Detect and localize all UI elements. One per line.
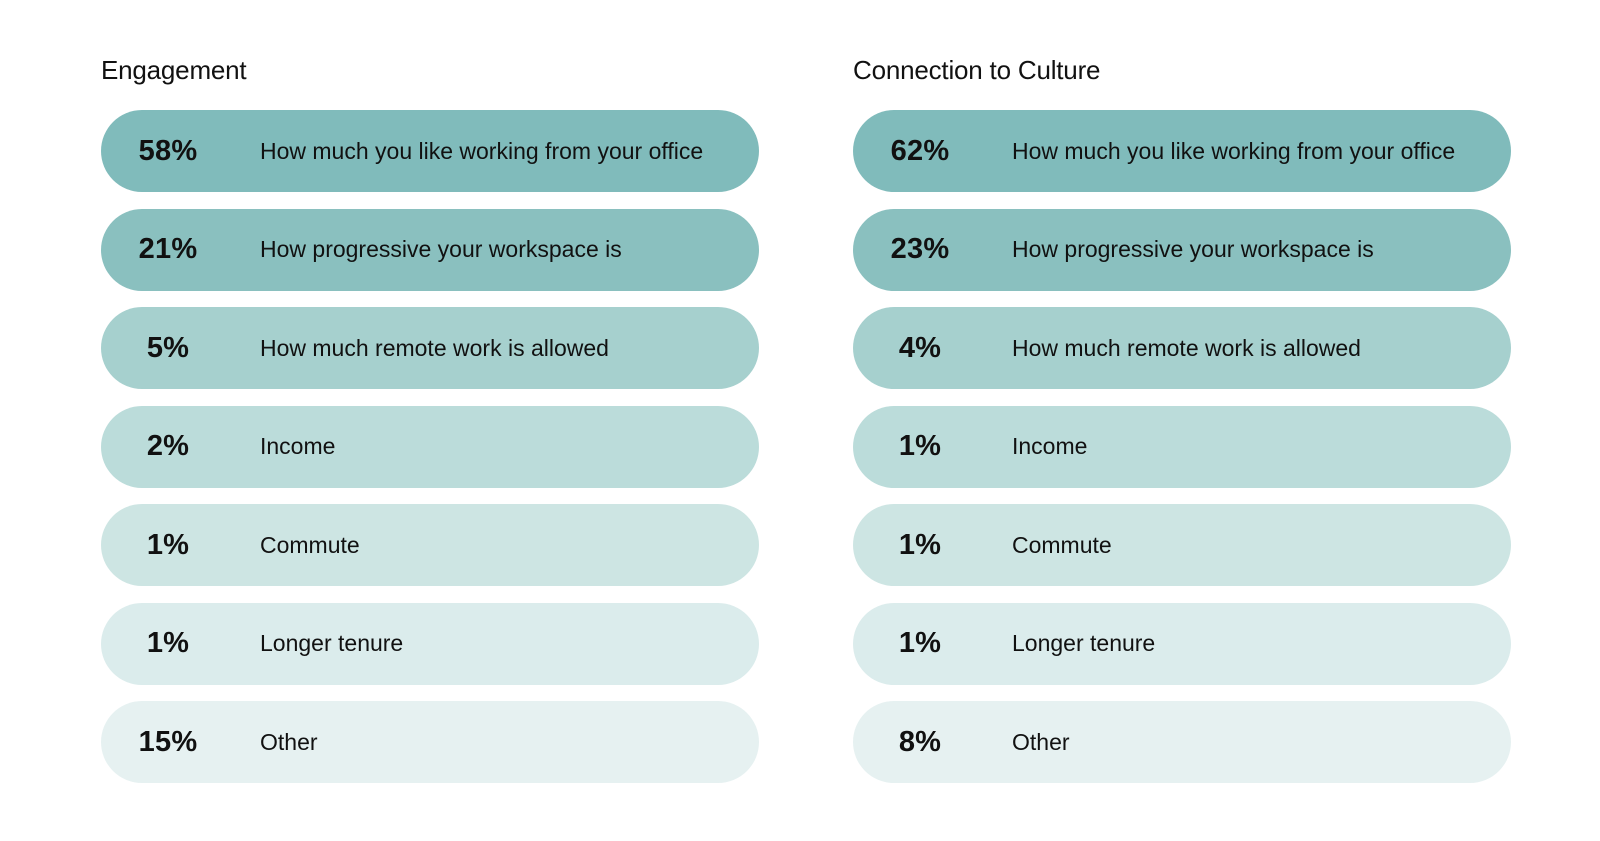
category-label: Longer tenure xyxy=(260,630,404,656)
row-pill: 23% How progressive your workspace is xyxy=(853,208,1511,291)
row-pill: 2% Income xyxy=(101,405,759,488)
category-label: Income xyxy=(260,433,336,459)
connection-to-culture-panel: Connection to Culture 62% How much you li… xyxy=(853,52,1511,783)
percent-value: 62% xyxy=(890,134,950,167)
row-pill: 21% How progressive your workspace is xyxy=(101,208,759,291)
category-label: Longer tenure xyxy=(1012,630,1156,656)
percent-value: 2% xyxy=(146,430,190,462)
percent-value: 1% xyxy=(146,528,190,561)
category-label: How progressive your workspace is xyxy=(260,236,622,262)
percent-value: 1% xyxy=(146,627,190,659)
percent-value: 1% xyxy=(898,528,942,561)
percent-value: 4% xyxy=(898,331,942,364)
panel-title: Engagement xyxy=(101,55,247,85)
category-label: Commute xyxy=(1012,531,1112,558)
percent-value: 58% xyxy=(138,134,198,167)
category-label: Other xyxy=(1012,728,1070,755)
percent-value: 15% xyxy=(138,725,198,758)
category-label: How much you like working from your offi… xyxy=(260,137,704,164)
row-pill: 15% Other xyxy=(101,701,759,783)
row-pill: 1% Commute xyxy=(101,504,759,586)
row-pill: 1% Income xyxy=(853,405,1511,488)
row-pill: 5% How much remote work is allowed xyxy=(101,307,759,389)
connection-to-culture-rows: 62% How much you like working from your o… xyxy=(853,110,1511,783)
panel-title: Connection to Culture xyxy=(853,55,1101,85)
percent-value: 21% xyxy=(138,233,198,265)
engagement-panel: Engagement 58% How much you like working … xyxy=(101,52,759,783)
category-label: How much remote work is allowed xyxy=(260,334,609,361)
percent-value: 23% xyxy=(890,233,950,265)
row-pill: 58% How much you like working from your o… xyxy=(101,110,759,192)
category-label: How much remote work is allowed xyxy=(1012,334,1361,361)
row-pill: 4% How much remote work is allowed xyxy=(853,307,1511,389)
row-pill: 1% Longer tenure xyxy=(853,602,1511,685)
engagement-rows: 58% How much you like working from your o… xyxy=(101,110,759,783)
row-pill: 8% Other xyxy=(853,701,1511,783)
percent-value: 1% xyxy=(898,430,942,462)
category-label: Income xyxy=(1012,433,1088,459)
row-pill: 1% Commute xyxy=(853,504,1511,586)
row-pill: 62% How much you like working from your o… xyxy=(853,110,1511,192)
category-label: Commute xyxy=(260,531,360,558)
category-label: Other xyxy=(260,728,318,755)
percent-value: 5% xyxy=(146,331,190,364)
category-label: How progressive your workspace is xyxy=(1012,236,1374,262)
category-label: How much you like working from your offi… xyxy=(1012,137,1456,164)
row-pill: 1% Longer tenure xyxy=(101,602,759,685)
percent-value: 1% xyxy=(898,627,942,659)
percent-value: 8% xyxy=(898,725,942,758)
